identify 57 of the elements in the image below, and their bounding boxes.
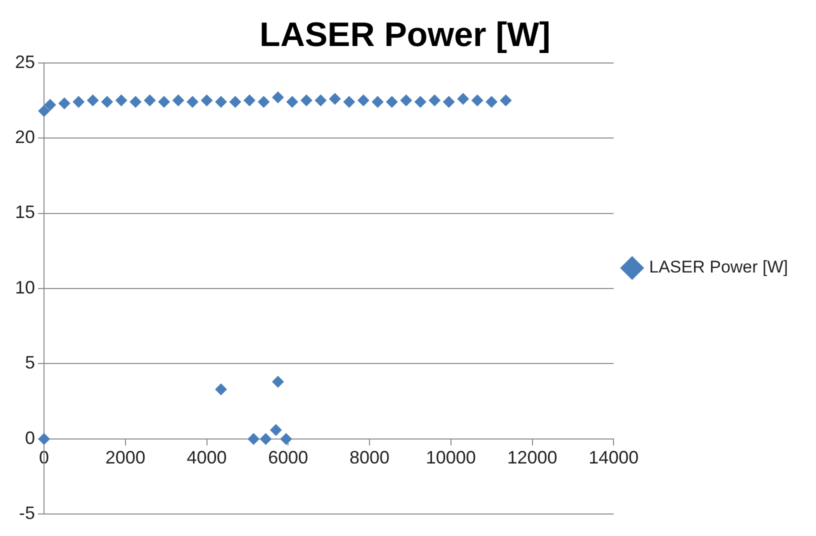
- y-tick-label: 15: [14, 202, 36, 222]
- x-tick-label: 12000: [507, 448, 558, 468]
- point: [272, 376, 284, 388]
- y-tick-label: 25: [14, 52, 36, 72]
- point: [38, 432, 50, 445]
- point: [500, 94, 512, 106]
- legend-label: LASER Power [W]: [649, 258, 788, 277]
- chart-title: LASER Power [W]: [260, 16, 550, 54]
- point: [243, 94, 256, 106]
- y-tick-label: 5: [25, 352, 36, 373]
- point: [229, 96, 242, 108]
- point: [258, 96, 270, 108]
- point: [172, 94, 184, 106]
- point: [286, 96, 298, 108]
- point: [101, 96, 114, 108]
- point: [215, 96, 228, 108]
- point: [314, 94, 327, 106]
- x-tick-label: 2000: [105, 448, 146, 468]
- point: [457, 92, 470, 105]
- point: [300, 94, 312, 106]
- point: [130, 96, 142, 108]
- point: [115, 94, 128, 106]
- point: [328, 92, 341, 105]
- point: [270, 424, 282, 436]
- x-tick-label: 8000: [349, 448, 390, 468]
- point: [144, 94, 156, 106]
- point: [86, 94, 99, 106]
- y-tick-label: 0: [25, 428, 36, 448]
- point: [186, 96, 199, 108]
- point: [158, 96, 170, 108]
- point: [372, 96, 384, 108]
- point: [471, 94, 484, 106]
- point: [414, 96, 426, 108]
- point: [200, 94, 213, 106]
- point: [486, 96, 498, 108]
- point: [428, 94, 441, 106]
- y-tick-label: 10: [14, 277, 36, 298]
- point: [44, 98, 56, 111]
- point: [272, 91, 284, 104]
- point: [72, 96, 85, 108]
- point: [215, 383, 228, 396]
- point: [280, 432, 292, 445]
- point: [58, 97, 70, 110]
- point: [386, 96, 398, 108]
- point: [400, 94, 412, 106]
- point: [442, 96, 455, 108]
- point: [357, 94, 370, 106]
- point: [38, 104, 50, 117]
- point: [260, 432, 272, 445]
- point: [343, 96, 356, 108]
- x-tick-label: 4000: [186, 448, 227, 468]
- x-tick-label: 10000: [426, 448, 476, 468]
- point: [248, 432, 260, 445]
- x-tick-label: 14000: [588, 448, 639, 468]
- y-tick-label: 20: [14, 127, 36, 147]
- y-tick-label: -5: [19, 503, 36, 524]
- x-tick-label: 6000: [268, 448, 308, 468]
